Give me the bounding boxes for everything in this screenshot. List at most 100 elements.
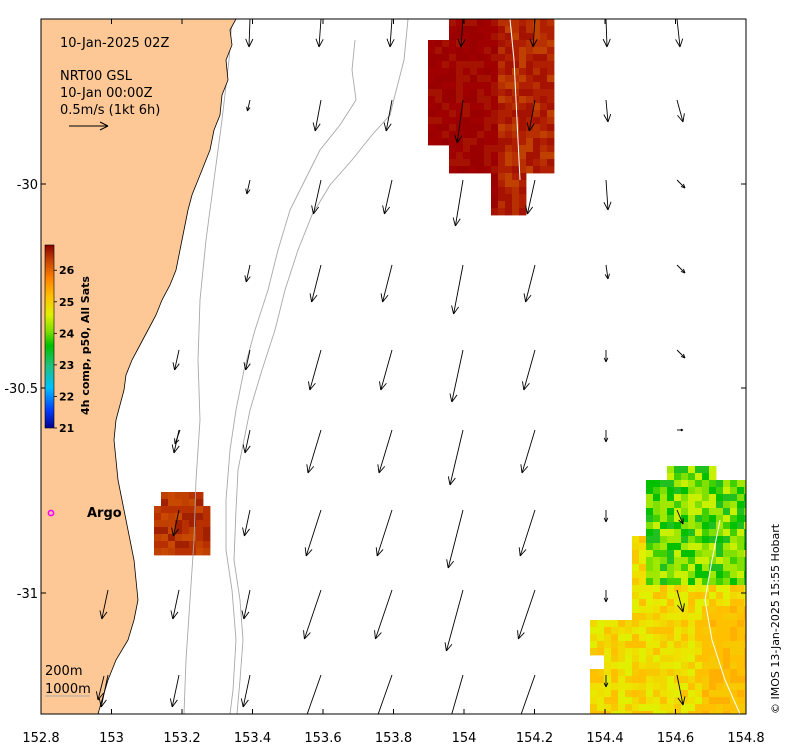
sst-cell — [428, 96, 436, 104]
sst-cell — [730, 480, 738, 488]
sst-cell — [540, 131, 548, 139]
sst-cell — [519, 110, 527, 118]
sst-cell — [730, 648, 738, 656]
sst-cell — [547, 68, 555, 76]
sst-cell — [667, 697, 675, 705]
sst-cell — [632, 662, 640, 670]
current-vector — [386, 19, 395, 48]
sst-cell — [540, 61, 548, 69]
sst-cell — [168, 492, 176, 500]
sst-cell — [667, 480, 675, 488]
sst-cell — [709, 529, 717, 537]
sst-cell — [653, 704, 661, 712]
sst-cell — [653, 711, 661, 714]
sst-cell — [519, 187, 527, 195]
sst-cell — [442, 61, 450, 69]
sst-cell — [653, 606, 661, 614]
sst-cell — [597, 634, 605, 642]
sst-cell — [442, 110, 450, 118]
sst-cell — [463, 145, 471, 153]
sst-cell — [723, 522, 731, 530]
sst-cell — [526, 75, 534, 83]
sst-cell — [182, 520, 190, 528]
sst-cell — [547, 61, 555, 69]
sst-cell — [702, 529, 710, 537]
sst-cell — [632, 690, 640, 698]
current-vector — [676, 674, 686, 706]
sst-cell — [688, 641, 696, 649]
sst-cell — [175, 527, 183, 535]
sst-cell — [674, 641, 682, 649]
sst-cell — [533, 131, 541, 139]
sst-cell — [688, 466, 696, 474]
sst-cell — [533, 61, 541, 69]
sst-cell — [688, 648, 696, 656]
sst-cell — [709, 515, 717, 523]
sst-cell — [667, 487, 675, 495]
sst-cell — [547, 54, 555, 62]
sst-cell — [498, 110, 506, 118]
sst-cell — [709, 641, 717, 649]
sst-cell — [512, 61, 520, 69]
sst-cell — [716, 564, 724, 572]
sst-cell — [196, 541, 204, 549]
current-vector — [380, 264, 393, 303]
sst-cell — [730, 494, 738, 502]
sst-cell — [667, 578, 675, 586]
sst-cell — [653, 529, 661, 537]
sst-cell — [547, 159, 555, 167]
sst-cell — [435, 131, 443, 139]
sst-cell — [723, 557, 731, 565]
sst-cell — [653, 501, 661, 509]
sst-cell — [456, 96, 464, 104]
sst-cell — [702, 627, 710, 635]
sst-cell — [435, 96, 443, 104]
sst-cell — [716, 543, 724, 551]
sst-cell — [667, 676, 675, 684]
sst-cell — [491, 194, 499, 202]
sst-cell — [660, 662, 668, 670]
sst-cell — [702, 557, 710, 565]
sst-cell — [702, 669, 710, 677]
sst-cell — [681, 557, 689, 565]
sst-cell — [716, 599, 724, 607]
sst-cell — [660, 669, 668, 677]
sst-cell — [512, 187, 520, 195]
sst-cell — [428, 40, 436, 48]
sst-cell — [737, 515, 745, 523]
current-vector — [98, 674, 109, 708]
sst-cell — [639, 543, 647, 551]
sst-cell — [618, 627, 626, 635]
sst-cell — [674, 613, 682, 621]
sst-cell — [639, 606, 647, 614]
sst-cell — [196, 513, 204, 521]
sst-cell — [505, 173, 513, 181]
sst-cell — [730, 543, 738, 551]
sst-cell — [618, 620, 626, 628]
x-tick-label: 153.6 — [304, 731, 341, 746]
sst-cell — [695, 522, 703, 530]
sst-cell — [442, 138, 450, 146]
sst-cell — [709, 487, 717, 495]
sst-cell — [604, 683, 612, 691]
timestamp-label: 10-Jan-2025 02Z — [60, 36, 169, 51]
sst-cell — [597, 627, 605, 635]
sst-cell — [667, 641, 675, 649]
sst-cell — [653, 487, 661, 495]
sst-cell — [484, 145, 492, 153]
sst-cell — [161, 534, 169, 542]
sst-cell — [723, 564, 731, 572]
x-tick-label: 153.4 — [234, 731, 271, 746]
sst-cell — [449, 110, 457, 118]
sst-cell — [611, 704, 619, 712]
sst-cell — [674, 697, 682, 705]
sst-cell — [646, 634, 654, 642]
sst-cell — [737, 543, 745, 551]
sst-cell — [681, 669, 689, 677]
sst-cell — [632, 550, 640, 558]
sst-cell — [484, 75, 492, 83]
sst-cell — [456, 47, 464, 55]
sst-cell — [456, 138, 464, 146]
sst-cell — [639, 634, 647, 642]
sst-cell — [709, 501, 717, 509]
